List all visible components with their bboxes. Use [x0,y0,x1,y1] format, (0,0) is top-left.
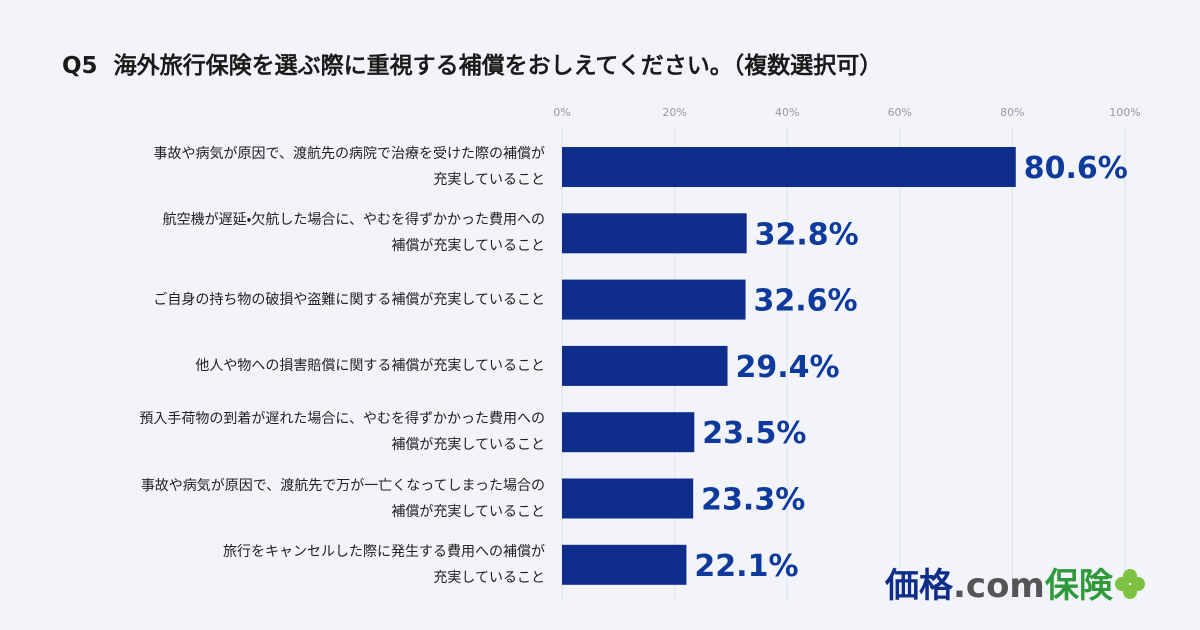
x-tick-label: 40% [775,106,799,119]
category-label: 事故や病気が原因で、渡航先で万が一亡くなってしまった場合の 補償が充実しているこ… [140,477,545,520]
chart-title: Q5 海外旅行保険を選ぶ際に重視する補償をおしえてください。（複数選択可） [62,53,883,79]
value-label: 23.3% [701,483,805,518]
category-label: 事故や病気が原因で、渡航先の病院で治療を受けた際の補償が 充実していること [153,146,545,188]
logo-text: 価格 [885,566,953,606]
logo-text: 保険 [1044,566,1113,606]
bar [562,478,694,519]
x-tick-label: 100% [1109,106,1140,119]
category-label: 預入手荷物の到着が遅れた場合に、やむを得ずかかった費用への 補償が充実しているこ… [139,411,545,454]
logo-text: .com [953,566,1045,606]
value-label: 29.4% [736,350,840,385]
category-label: ご自身の持ち物の破損や盗難に関する補償が充実していること [153,291,545,308]
value-label: 32.8% [755,217,859,252]
value-label: 22.1% [694,549,798,584]
category-label: 他人や物への損害賠償に関する補償が充実していること [195,357,545,374]
x-tick-label: 80% [1000,106,1024,119]
x-tick-label: 0% [553,106,570,119]
bar [562,412,695,453]
value-label: 32.6% [754,284,858,319]
value-label: 23.5% [702,416,806,451]
x-tick-label: 20% [662,106,686,119]
clover-icon [1114,569,1145,599]
bar [562,147,1016,187]
bar [562,213,747,254]
bar [562,544,687,585]
x-tick-label: 60% [888,106,912,119]
category-label: 旅行をキャンセルした際に発生する費用への補償が 充実していること [223,543,545,586]
bar [562,345,728,386]
value-label: 80.6% [1024,151,1128,186]
logo: 価格.com保険 [885,558,1147,607]
category-label: 航空機が遅延・欠航した場合に、やむを得ずかかった費用への 補償が充実していること [162,212,545,255]
bar [562,279,746,320]
